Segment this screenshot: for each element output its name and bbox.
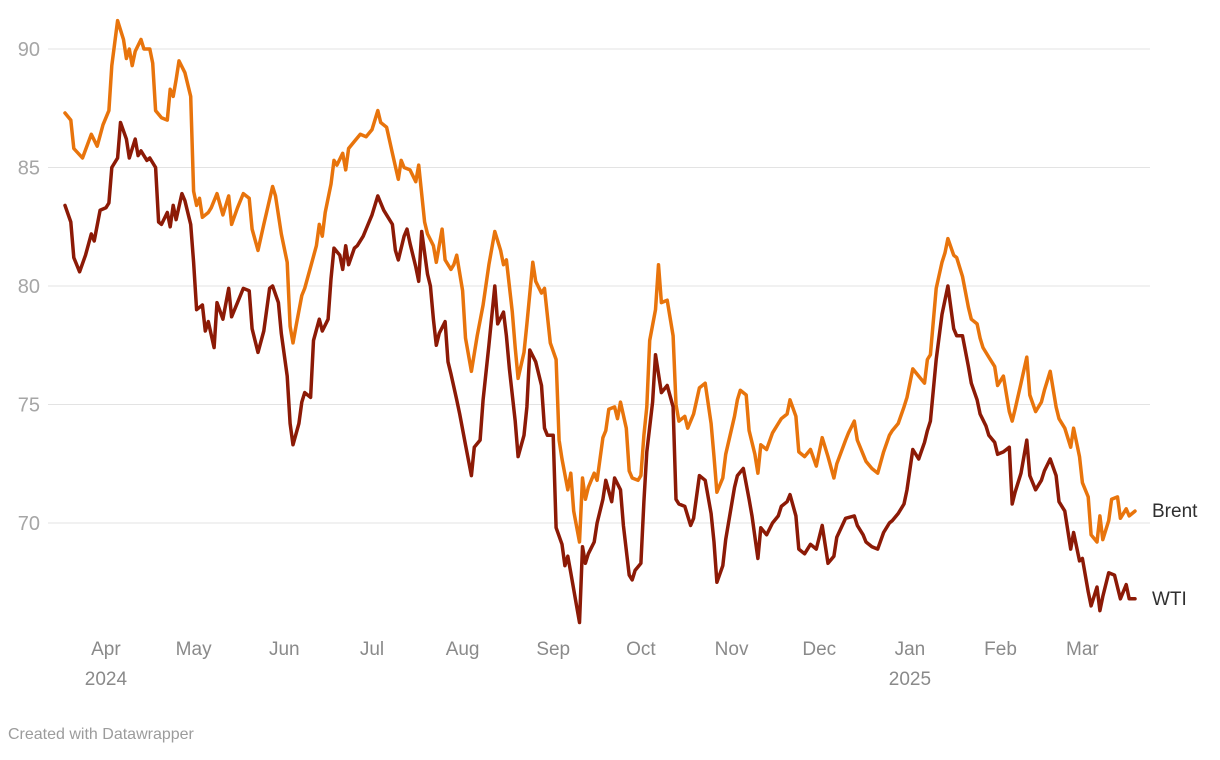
series-line-wti (63, 120, 1137, 625)
x-axis-year-label: 2024 (85, 669, 128, 690)
x-axis-tick-label: May (176, 639, 212, 660)
y-axis-tick-label: 75 (18, 395, 40, 417)
x-axis-tick-label: Jul (360, 639, 384, 660)
x-axis-year-label: 2025 (889, 669, 931, 690)
x-axis-tick-label: Mar (1066, 639, 1099, 660)
y-axis-tick-label: 90 (18, 39, 40, 61)
y-axis-tick-label: 85 (18, 158, 40, 180)
x-axis-tick-label: Dec (802, 639, 836, 660)
x-axis-tick-label: Sep (536, 639, 570, 660)
x-axis-tick-label: Aug (446, 639, 480, 660)
datawrapper-credit-link[interactable]: Created with Datawrapper (8, 726, 194, 743)
x-axis-tick-label: Jan (895, 639, 926, 660)
x-axis-tick-label: Jun (269, 639, 300, 660)
x-axis-tick-label: Apr (91, 639, 121, 660)
x-axis-tick-label: Feb (984, 639, 1017, 660)
series-label-wti: WTI (1152, 589, 1187, 610)
y-axis-tick-label: 70 (18, 513, 40, 535)
x-axis-tick-label: Nov (715, 639, 749, 660)
series-label-brent: Brent (1152, 501, 1198, 522)
series-line-brent (63, 18, 1137, 544)
y-axis-tick-label: 80 (18, 276, 40, 298)
chart-canvas: 90 85 80 75 70 Apr 2024 May Jun Jul Aug Sep Oct Nov De… (18, 18, 1198, 690)
x-axis-tick-label: Oct (626, 639, 656, 660)
